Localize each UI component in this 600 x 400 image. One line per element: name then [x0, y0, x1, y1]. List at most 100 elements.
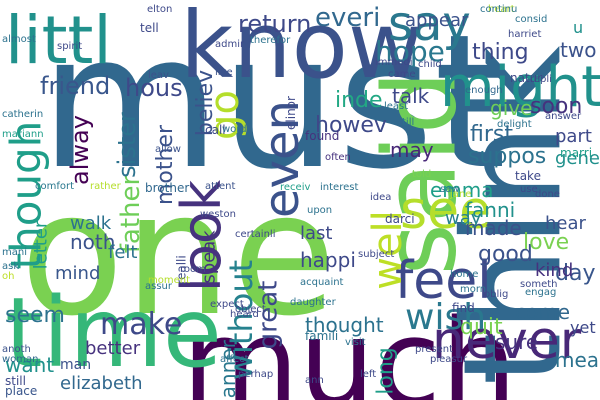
cloud-word-natur: natur — [510, 71, 543, 85]
cloud-word-elizabeth: elizabeth — [60, 373, 143, 394]
cloud-word-enough: enough — [465, 85, 503, 96]
cloud-word-ann: ann — [305, 375, 324, 386]
cloud-word-affect: affect — [220, 354, 249, 365]
cloud-word-way: way — [445, 208, 482, 229]
cloud-word-oh: oh — [2, 271, 15, 282]
cloud-word-give: give — [490, 96, 533, 120]
cloud-word-must: must — [40, 0, 507, 210]
cloud-word-therefor: therefor — [250, 35, 291, 46]
cloud-word-make: make — [100, 307, 183, 342]
cloud-word-mariann: mariann — [2, 129, 44, 140]
cloud-word-inde: inde — [335, 88, 383, 113]
cloud-word-upon: upon — [307, 205, 333, 216]
cloud-word-heard: heard — [230, 309, 259, 320]
cloud-word-receiv: receiv — [280, 182, 311, 193]
cloud-word-immedi: immedi — [375, 57, 413, 68]
cloud-word-may: may — [390, 138, 434, 162]
cloud-word-object: object — [235, 304, 266, 315]
cloud-word-kind: kind — [535, 260, 574, 281]
cloud-word-done: done — [535, 189, 560, 200]
cloud-word-walk: walk — [70, 213, 112, 234]
cloud-word-part: part — [555, 126, 592, 147]
cloud-word-return: return — [238, 10, 312, 38]
cloud-word-one: one — [20, 156, 337, 354]
cloud-word-room: room — [180, 264, 206, 275]
cloud-word-saw: saw — [440, 184, 460, 195]
cloud-word-home: home — [450, 269, 479, 280]
cloud-word-soon: soon — [530, 94, 583, 119]
cloud-word-often: often — [325, 152, 351, 163]
cloud-word-wish: wish — [405, 297, 487, 338]
cloud-word-word: word — [222, 124, 247, 135]
cloud-word-elinor: elinor — [283, 96, 298, 130]
cloud-word-felt: felt — [108, 242, 138, 263]
cloud-word-letter: letter — [29, 220, 51, 269]
cloud-word-interest: interest — [320, 182, 359, 193]
cloud-word-still: still — [5, 374, 26, 388]
cloud-word-noth: noth — [70, 230, 116, 254]
cloud-word-never: never — [432, 311, 582, 371]
cloud-word-till: till — [402, 117, 415, 128]
cloud-word-expect: expect — [210, 299, 244, 310]
cloud-word-find: find — [452, 301, 475, 315]
cloud-word-yet: yet — [570, 318, 596, 337]
cloud-word-comfort: comfort — [35, 181, 75, 192]
cloud-word-friend: friend — [40, 72, 111, 100]
cloud-word-idea: idea — [370, 192, 392, 203]
cloud-word-someth: someth — [520, 279, 558, 290]
cloud-word-anoth: anoth — [2, 344, 31, 355]
cloud-word-tell: tell — [140, 21, 159, 35]
cloud-word-heart: heart — [488, 4, 515, 15]
cloud-word-littl: littl — [5, 2, 112, 79]
cloud-word-time: time — [5, 277, 222, 389]
cloud-word-long: long — [373, 346, 399, 395]
cloud-word-left: left — [360, 369, 377, 380]
cloud-word-take: take — [515, 169, 541, 183]
cloud-word-acquaint: acquaint — [300, 277, 344, 288]
cloud-word-mani: mani — [2, 247, 27, 258]
cloud-word-call: call — [205, 123, 226, 137]
cloud-word-gener: gener — [555, 148, 600, 169]
cloud-word-alway: alway — [65, 115, 94, 185]
cloud-word-good: good — [478, 242, 533, 267]
cloud-word-seem: seem — [5, 303, 65, 328]
cloud-word-assur: assur — [145, 281, 172, 292]
cloud-word-first: first — [470, 122, 513, 147]
cloud-word-pleasur: pleasur — [430, 354, 468, 365]
cloud-word-least: least — [384, 101, 409, 112]
cloud-word-last: last — [300, 223, 333, 244]
cloud-word-spirit: spirit — [57, 41, 83, 52]
cloud-word-howev: howev — [315, 113, 387, 138]
cloud-word-might: might — [440, 55, 600, 120]
cloud-word-attent: attent — [205, 181, 236, 192]
cloud-word-come: come — [515, 300, 571, 324]
cloud-word-appear: appear — [405, 10, 469, 31]
cloud-word-hous: hous — [125, 74, 183, 102]
cloud-word-day: day — [555, 261, 596, 286]
cloud-word-everi: everi — [315, 3, 381, 33]
cloud-word-found: found — [305, 129, 340, 143]
cloud-word-know: know — [180, 0, 424, 99]
cloud-word-two: two — [560, 38, 597, 62]
cloud-word-thing: thing — [472, 40, 529, 65]
cloud-word-live: live — [215, 67, 233, 78]
cloud-word-visit: visit — [345, 337, 366, 348]
cloud-word-happi: happi — [300, 248, 356, 272]
cloud-word-allow: allow — [155, 144, 181, 155]
cloud-word-catherin: catherin — [2, 109, 44, 120]
cloud-word-mean: mean — [555, 348, 600, 372]
cloud-word-jane: jane — [450, 189, 472, 200]
cloud-word-famili: famili — [305, 329, 339, 343]
cloud-word-made: made — [465, 216, 522, 240]
cloud-word-oblig: oblig — [484, 289, 509, 300]
cloud-word-perhap: perhap — [238, 369, 274, 380]
cloud-word-leav: leav — [148, 70, 169, 81]
cloud-word-even: even — [253, 100, 310, 218]
cloud-word-certainli: certainli — [235, 229, 276, 240]
cloud-word-engag: engag — [525, 287, 557, 298]
cloud-word-manner: manner — [215, 340, 240, 400]
cloud-word-quit: quit — [460, 315, 503, 340]
cloud-word-emma: emma — [430, 178, 494, 202]
cloud-word-say: say — [388, 0, 471, 52]
